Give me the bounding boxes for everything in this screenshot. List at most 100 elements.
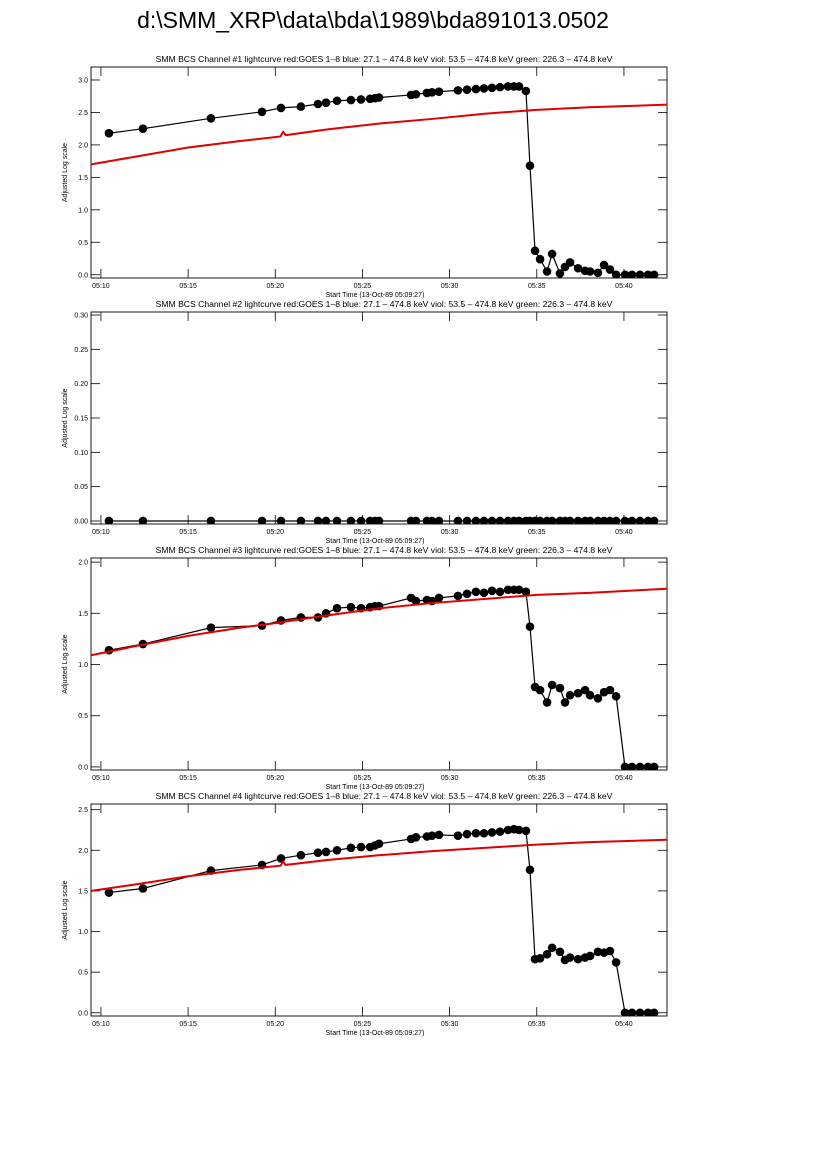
data-point: [346, 516, 356, 524]
y-tick-label: 1.5: [78, 175, 88, 182]
y-tick-label: 2.5: [78, 807, 88, 814]
x-tick-label: 05:15: [179, 283, 197, 290]
data-point: [104, 516, 114, 524]
data-point: [332, 845, 342, 855]
x-tick-label: 05:35: [528, 283, 546, 290]
y-tick-label: 0.0: [78, 272, 88, 279]
data-point: [427, 88, 437, 97]
x-tick-label: 05:35: [528, 775, 546, 782]
data-point: [346, 95, 356, 105]
data-point: [296, 850, 306, 860]
data-point: [427, 516, 437, 524]
data-point: [479, 828, 489, 838]
data-point: [434, 593, 444, 603]
data-point: [411, 516, 421, 524]
data-point: [346, 843, 356, 853]
data-point: [206, 113, 216, 123]
data-point: [593, 694, 603, 703]
data-point: [206, 623, 216, 632]
data-point: [565, 953, 575, 962]
data-point: [138, 124, 148, 133]
data-point: [104, 888, 114, 897]
data-point: [593, 268, 603, 278]
data-point: [611, 691, 621, 701]
y-tick-label: 0.5: [78, 713, 88, 720]
y-tick-label: 0.25: [74, 347, 88, 354]
data-point: [411, 89, 421, 99]
data-point: [635, 516, 645, 524]
data-point: [514, 585, 524, 595]
x-tick-label: 05:25: [354, 283, 372, 290]
data-point: [313, 848, 323, 858]
data-point: [374, 839, 384, 849]
data-point: [542, 267, 552, 276]
x-tick-label: 05:10: [92, 775, 110, 782]
series-line: [91, 838, 667, 892]
data-point: [521, 587, 531, 597]
data-point: [573, 954, 583, 964]
data-point: [495, 82, 505, 92]
data-point: [104, 128, 114, 138]
data-point: [525, 622, 535, 631]
data-point: [565, 258, 575, 267]
data-point: [434, 830, 444, 840]
data-point: [525, 865, 535, 875]
x-tick-label: 05:25: [354, 1021, 372, 1028]
x-tick-label: 05:30: [441, 283, 459, 290]
data-point: [535, 954, 545, 963]
data-point: [555, 947, 565, 957]
y-tick-label: 0.20: [74, 381, 88, 388]
data-point: [479, 84, 489, 93]
data-point: [296, 102, 306, 111]
data-point: [547, 680, 557, 690]
data-point: [521, 86, 531, 96]
data-point: [356, 95, 366, 104]
data-point: [605, 946, 615, 956]
data-point: [585, 267, 595, 276]
data-point: [627, 762, 637, 770]
data-point: [627, 516, 637, 524]
x-tick-label: 05:40: [615, 1021, 633, 1028]
data-point: [573, 516, 583, 524]
data-point: [605, 265, 615, 274]
y-axis-label: Adjusted Log scale: [62, 634, 69, 693]
data-point: [560, 698, 570, 707]
data-point: [313, 516, 323, 524]
data-point: [321, 516, 331, 524]
data-point: [206, 516, 216, 524]
chart-title: SMM BCS Channel #4 lightcurve red:GOES 1…: [156, 791, 613, 801]
data-point: [276, 516, 286, 524]
y-tick-label: 0.0: [78, 1010, 88, 1017]
data-point: [649, 1008, 659, 1016]
data-point: [257, 107, 267, 117]
x-tick-label: 05:35: [528, 1021, 546, 1028]
data-point: [356, 842, 366, 852]
data-point: [565, 690, 575, 700]
x-tick-label: 05:20: [267, 1021, 285, 1028]
x-tick-label: 05:40: [615, 529, 633, 536]
data-point: [495, 827, 505, 836]
y-tick-label: 0.5: [78, 240, 88, 247]
y-tick-label: 0.00: [74, 518, 88, 525]
y-tick-label: 0.0: [78, 764, 88, 771]
data-point: [487, 828, 497, 837]
data-point: [276, 103, 286, 113]
data-point: [620, 762, 630, 770]
x-tick-label: 05:10: [92, 283, 110, 290]
x-tick-label: 05:10: [92, 1021, 110, 1028]
data-point: [573, 688, 583, 698]
data-point: [332, 96, 342, 106]
data-point: [487, 83, 497, 93]
data-point: [411, 596, 421, 606]
y-tick-label: 1.5: [78, 611, 88, 618]
data-point: [620, 1008, 630, 1016]
data-point: [555, 683, 565, 693]
data-point: [487, 516, 497, 524]
data-point: [547, 943, 557, 953]
x-tick-label: 05:15: [179, 529, 197, 536]
data-point: [296, 516, 306, 524]
data-point: [313, 99, 323, 109]
data-point: [321, 847, 331, 857]
data-point: [649, 270, 659, 278]
